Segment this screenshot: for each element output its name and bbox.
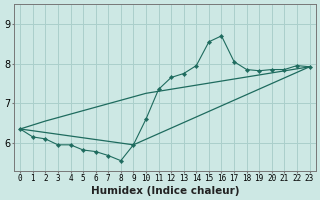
- X-axis label: Humidex (Indice chaleur): Humidex (Indice chaleur): [91, 186, 239, 196]
